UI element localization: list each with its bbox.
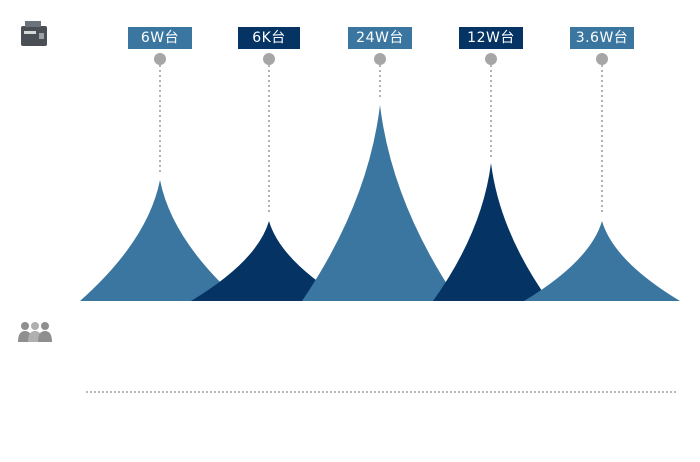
value-badge-1: 6W台 — [128, 27, 192, 49]
connector-dot-1 — [154, 53, 166, 65]
dotted-rule — [86, 391, 676, 393]
value-badge-4: 12W台 — [459, 27, 523, 49]
connectors-layer — [154, 53, 608, 215]
peak-1 — [80, 180, 240, 301]
connector-dot-2 — [263, 53, 275, 65]
peak-4 — [433, 163, 549, 301]
connector-dot-5 — [596, 53, 608, 65]
value-badge-5: 3.6W台 — [570, 27, 634, 49]
peak-2 — [191, 221, 347, 301]
value-badge-2: 6K台 — [238, 27, 300, 49]
connector-dot-4 — [485, 53, 497, 65]
peaks-layer — [80, 105, 680, 301]
peak-3 — [302, 105, 458, 301]
people-group-icon — [18, 320, 52, 350]
connector-dot-3 — [374, 53, 386, 65]
printer-machine-icon — [20, 20, 50, 52]
value-badge-3: 24W台 — [348, 27, 412, 49]
peak-5 — [524, 221, 680, 301]
